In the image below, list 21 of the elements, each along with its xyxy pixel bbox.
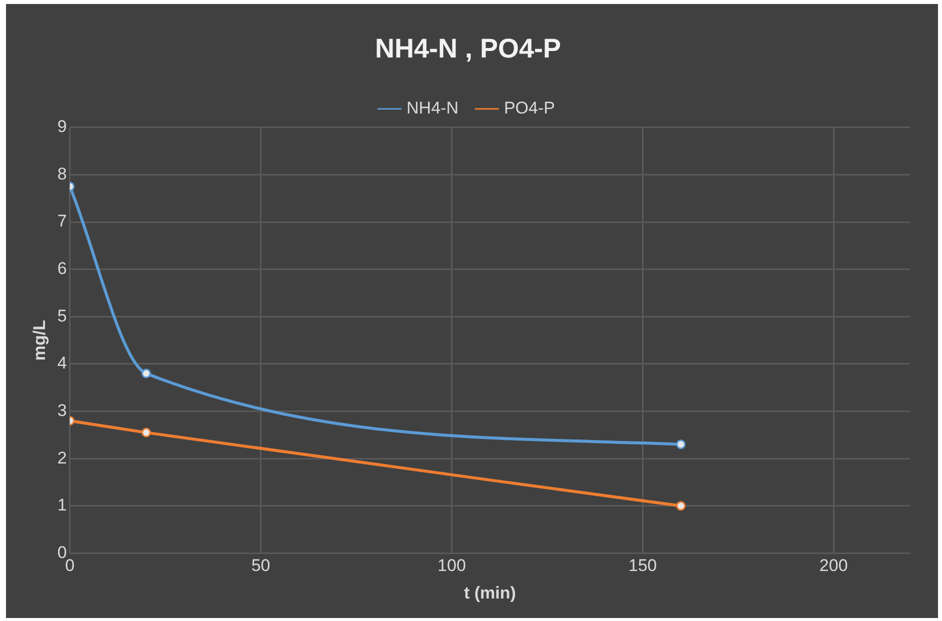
x-tick-label: 150 [628,556,657,576]
x-tick-label: 200 [819,556,848,576]
y-tick-label: 0 [57,542,67,562]
y-tick-label: 8 [57,164,67,184]
y-tick-label: 6 [57,259,67,278]
x-tick-label: 50 [251,556,270,576]
point [676,501,686,511]
point [676,440,686,450]
legend-label: PO4-P [504,98,555,118]
y-tick-label: 4 [57,354,67,373]
y-tick-label: 9 [57,117,67,136]
y-tick-label: 7 [57,212,67,231]
chart-title: NH4-N , PO4-P [374,34,562,64]
y-tick-label: 3 [57,400,67,420]
y-tick-label: 5 [57,306,67,326]
y-tick-label: 2 [57,448,67,468]
x-axis-title: t (min) [464,583,516,602]
legend-label: NH4-N [406,98,458,118]
y-axis-title: mg/L [30,320,49,361]
x-tick-label: 100 [438,556,466,576]
y-tick-label: 1 [57,496,67,515]
